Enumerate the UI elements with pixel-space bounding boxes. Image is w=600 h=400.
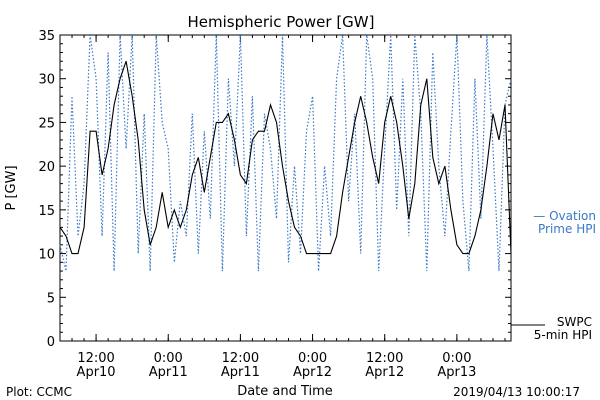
x-tick-label-date: Apr12 <box>365 365 404 380</box>
x-tick-label-time: 12:00 <box>366 351 403 366</box>
x-tick-label-time: 12:00 <box>222 351 259 366</box>
x-tick-label-time: 0:00 <box>442 351 471 366</box>
y-tick-label: 30 <box>38 73 55 88</box>
x-tick-label-time: 12:00 <box>77 351 114 366</box>
x-tick-label-date: Apr12 <box>293 365 332 380</box>
y-axis-ticks: 0 5 10 15 20 25 30 35 <box>38 29 511 350</box>
footer-timestamp: 2019/04/13 10:00:17 <box>453 385 580 399</box>
y-axis-label: P [GW] <box>4 165 19 210</box>
plot-frame <box>59 34 512 342</box>
series-lines <box>59 34 512 272</box>
legend-ovation-label: — Ovation <box>533 209 596 223</box>
x-axis-label: Date and Time <box>237 384 333 399</box>
legend-ovation-label-2: Prime HPI <box>538 222 596 236</box>
x-tick-label-date: Apr11 <box>149 365 188 380</box>
x-tick-label-time: 0:00 <box>154 351 183 366</box>
y-tick-label: 10 <box>38 248 55 263</box>
y-tick-label: 35 <box>38 29 55 44</box>
y-tick-label: 25 <box>38 116 55 131</box>
footer-credit: Plot: CCMC <box>6 385 72 399</box>
x-tick-label-time: 0:00 <box>298 351 327 366</box>
legend-swpc-label: SWPC <box>557 315 592 329</box>
series-swpc-hpi <box>59 61 512 255</box>
x-tick-label-date: Apr13 <box>437 365 476 380</box>
x-tick-label-date: Apr10 <box>77 365 116 380</box>
chart-title: Hemispheric Power [GW] <box>188 13 375 31</box>
y-tick-label: 15 <box>38 204 55 219</box>
x-tick-label-date: Apr11 <box>221 365 260 380</box>
y-tick-label: 5 <box>47 291 55 306</box>
y-tick-label: 0 <box>47 335 55 350</box>
x-axis-ticks: 12:00Apr100:00Apr1112:00Apr110:00Apr1212… <box>59 35 506 380</box>
legend-swpc-label-2: 5-min HPI <box>534 328 592 342</box>
y-tick-label: 20 <box>38 160 55 175</box>
